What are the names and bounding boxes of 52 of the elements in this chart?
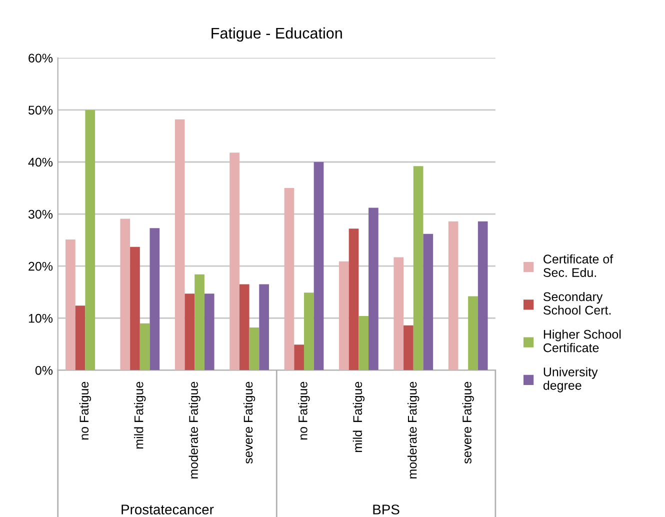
bar <box>204 294 214 370</box>
legend-label: Higher School Certificate <box>544 330 621 352</box>
bar <box>448 221 458 370</box>
bar <box>478 221 488 370</box>
text: Prostatecancer <box>122 504 214 514</box>
bar <box>239 284 250 370</box>
bar <box>404 325 414 370</box>
x-tick-label: severe Fatigue <box>243 382 256 464</box>
bar <box>230 152 240 370</box>
bar <box>348 228 359 370</box>
x-tick-label: no Fatigue <box>79 382 92 440</box>
bar <box>314 162 324 370</box>
legend-label: Secondary School Cert. <box>543 292 611 315</box>
text: BPS <box>373 504 400 514</box>
bar <box>468 296 478 370</box>
x-tick-label: severe Fatigue <box>462 382 474 464</box>
y-tick-label: 30% <box>28 210 53 219</box>
bar <box>284 188 294 370</box>
bar <box>120 218 130 370</box>
y-tick-label: 0% <box>35 366 53 375</box>
bar <box>130 246 140 370</box>
x-tick-label: mild Fatigue <box>134 382 146 449</box>
bar <box>184 294 195 370</box>
bar <box>413 166 424 370</box>
y-tick-label: 60% <box>28 54 53 63</box>
bar <box>85 110 96 370</box>
bar <box>150 228 160 370</box>
bar <box>358 316 369 370</box>
bar <box>368 208 378 370</box>
bar <box>423 234 434 370</box>
y-tick-label: 10% <box>28 314 53 323</box>
bar <box>194 274 204 370</box>
bar <box>259 284 269 370</box>
y-tick-label: 50% <box>28 106 53 115</box>
x-tick-label: moderate Fatigue <box>188 382 200 478</box>
bar <box>304 292 314 370</box>
bar <box>66 240 76 370</box>
legend-label: University degree <box>543 367 598 392</box>
legend-label: Certificate of Sec. Edu. <box>543 254 614 277</box>
y-tick-label: 20% <box>28 262 53 271</box>
bar <box>294 344 304 370</box>
x-tick-label: moderate Fatigue <box>408 382 420 478</box>
x-tick-label: no Fatigue <box>298 382 310 440</box>
y-tick-label: 40% <box>28 158 53 167</box>
x-tick-label: mild Fatigue <box>352 382 365 452</box>
bar <box>75 306 86 370</box>
bar <box>338 261 349 370</box>
bar <box>174 119 185 370</box>
bar <box>249 327 260 370</box>
bar <box>140 323 150 370</box>
chart-title: Fatigue - Education <box>212 27 342 42</box>
bar <box>394 257 404 370</box>
